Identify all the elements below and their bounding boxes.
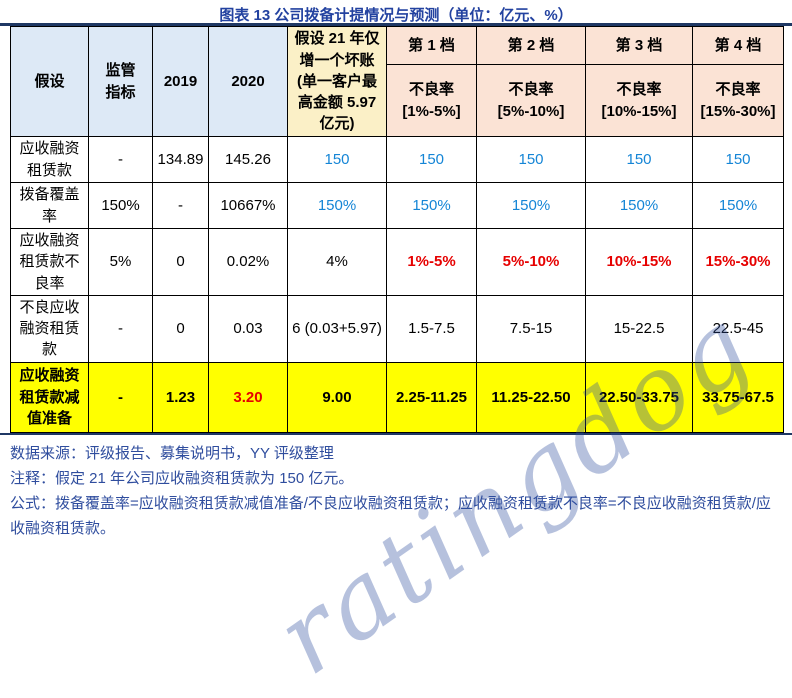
table-cell: 10667% [208, 182, 288, 229]
table-cell: 7.5-15 [476, 294, 586, 363]
table-cell: 5% [88, 228, 153, 296]
provision-table: 假设 监管指标 2019 2020 假设 21 年仅增一个坏账 (单一客户最高金… [10, 26, 784, 433]
table-cell: 150 [287, 136, 387, 183]
table-row-highlighted: 应收融资租赁款减值准备 - 1.23 3.20 9.00 2.25-11.25 … [10, 361, 784, 433]
table-cell: 0.02% [208, 228, 288, 296]
table-cell: 150% [287, 182, 387, 229]
table-cell: 150 [476, 136, 586, 183]
table-cell: 0 [152, 228, 209, 296]
header-2020: 2020 [208, 26, 288, 137]
table-cell: - [88, 136, 153, 183]
header-tier-1: 第 1 档 [386, 26, 477, 65]
table-cell: 9.00 [287, 361, 387, 433]
table-cell: 15%-30% [692, 228, 784, 296]
table-cell: 22.50-33.75 [585, 361, 693, 433]
table-row: 应收融资租赁款不良率 5% 0 0.02% 4% 1%-5% 5%-10% 10… [10, 228, 784, 296]
figure-title: 图表 13 公司拨备计提情况与预测（单位：亿元、%） [219, 7, 573, 24]
header-tier-3: 第 3 档 [585, 26, 693, 65]
table-cell: 10%-15% [585, 228, 693, 296]
header-assumption: 假设 [10, 26, 89, 137]
table-cell: 33.75-67.5 [692, 361, 784, 433]
table-cell: 22.5-45 [692, 294, 784, 363]
formula-note: 公式：拨备覆盖率=应收融资租赁款减值准备/不良应收融资租赁款；应收融资租赁款不良… [10, 494, 771, 537]
table-cell: 150 [386, 136, 477, 183]
table-cell: 4% [287, 228, 387, 296]
header-scenario: 假设 21 年仅增一个坏账 (单一客户最高金额 5.97 亿元) [287, 26, 387, 137]
table-cell: - [88, 361, 153, 433]
header-tier-2: 第 2 档 [476, 26, 586, 65]
table-cell: 15-22.5 [585, 294, 693, 363]
table-row: 应收融资租赁款 - 134.89 145.26 150 150 150 150 … [10, 136, 784, 183]
header-tier-2-range: 不良率 [5%-10%] [476, 64, 586, 137]
table-cell: 134.89 [152, 136, 209, 183]
table-bottom-rule [0, 432, 792, 435]
table-cell: 2.25-11.25 [386, 361, 477, 433]
row-label: 不良应收融资租赁款 [10, 294, 89, 363]
report-figure-page: 图表 13 公司拨备计提情况与预测（单位：亿元、%） 假设 监管指标 2019 … [0, 7, 792, 698]
table-cell: 150% [386, 182, 477, 229]
header-2019: 2019 [152, 26, 209, 137]
table-cell: 11.25-22.50 [476, 361, 586, 433]
header-tier-4: 第 4 档 [692, 26, 784, 65]
table-cell: 0 [152, 294, 209, 363]
table-cell: - [88, 294, 153, 363]
source-note: 数据来源：评级报告、募集说明书，YY 评级整理 [10, 444, 334, 462]
table-cell: 150% [585, 182, 693, 229]
table-cell: 0.03 [208, 294, 288, 363]
assumption-note: 注释：假定 21 年公司应收融资租赁款为 150 亿元。 [10, 469, 354, 487]
table-cell: 150% [692, 182, 784, 229]
table-row: 拨备覆盖率 150% - 10667% 150% 150% 150% 150% … [10, 182, 784, 229]
row-label: 应收融资租赁款 [10, 136, 89, 183]
table-cell: 5%-10% [476, 228, 586, 296]
row-label: 应收融资租赁款不良率 [10, 228, 89, 296]
table-cell: 1%-5% [386, 228, 477, 296]
table-cell: 1.5-7.5 [386, 294, 477, 363]
table-cell: 150% [88, 182, 153, 229]
table-row: 不良应收融资租赁款 - 0 0.03 6 (0.03+5.97) 1.5-7.5… [10, 294, 784, 363]
footer-notes: 数据来源：评级报告、募集说明书，YY 评级整理 注释：假定 21 年公司应收融资… [10, 441, 782, 541]
header-tier-3-range: 不良率 [10%-15%] [585, 64, 693, 137]
title-rule [0, 23, 792, 26]
table-cell: - [152, 182, 209, 229]
header-tier-1-range: 不良率 [1%-5%] [386, 64, 477, 137]
table-cell: 145.26 [208, 136, 288, 183]
table-cell: 150 [692, 136, 784, 183]
table-cell: 6 (0.03+5.97) [287, 294, 387, 363]
header-tier-4-range: 不良率 [15%-30%] [692, 64, 784, 137]
row-label: 应收融资租赁款减值准备 [10, 361, 89, 433]
header-regulatory: 监管指标 [88, 26, 153, 137]
table-cell: 1.23 [152, 361, 209, 433]
table-cell: 150% [476, 182, 586, 229]
table-cell: 150 [585, 136, 693, 183]
table-cell: 3.20 [208, 361, 288, 433]
row-label: 拨备覆盖率 [10, 182, 89, 229]
